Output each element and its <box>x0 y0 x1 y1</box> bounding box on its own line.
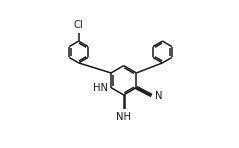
Text: NH: NH <box>116 112 131 122</box>
Text: HN: HN <box>93 83 108 93</box>
Text: Cl: Cl <box>74 20 84 30</box>
Text: N: N <box>155 91 162 100</box>
